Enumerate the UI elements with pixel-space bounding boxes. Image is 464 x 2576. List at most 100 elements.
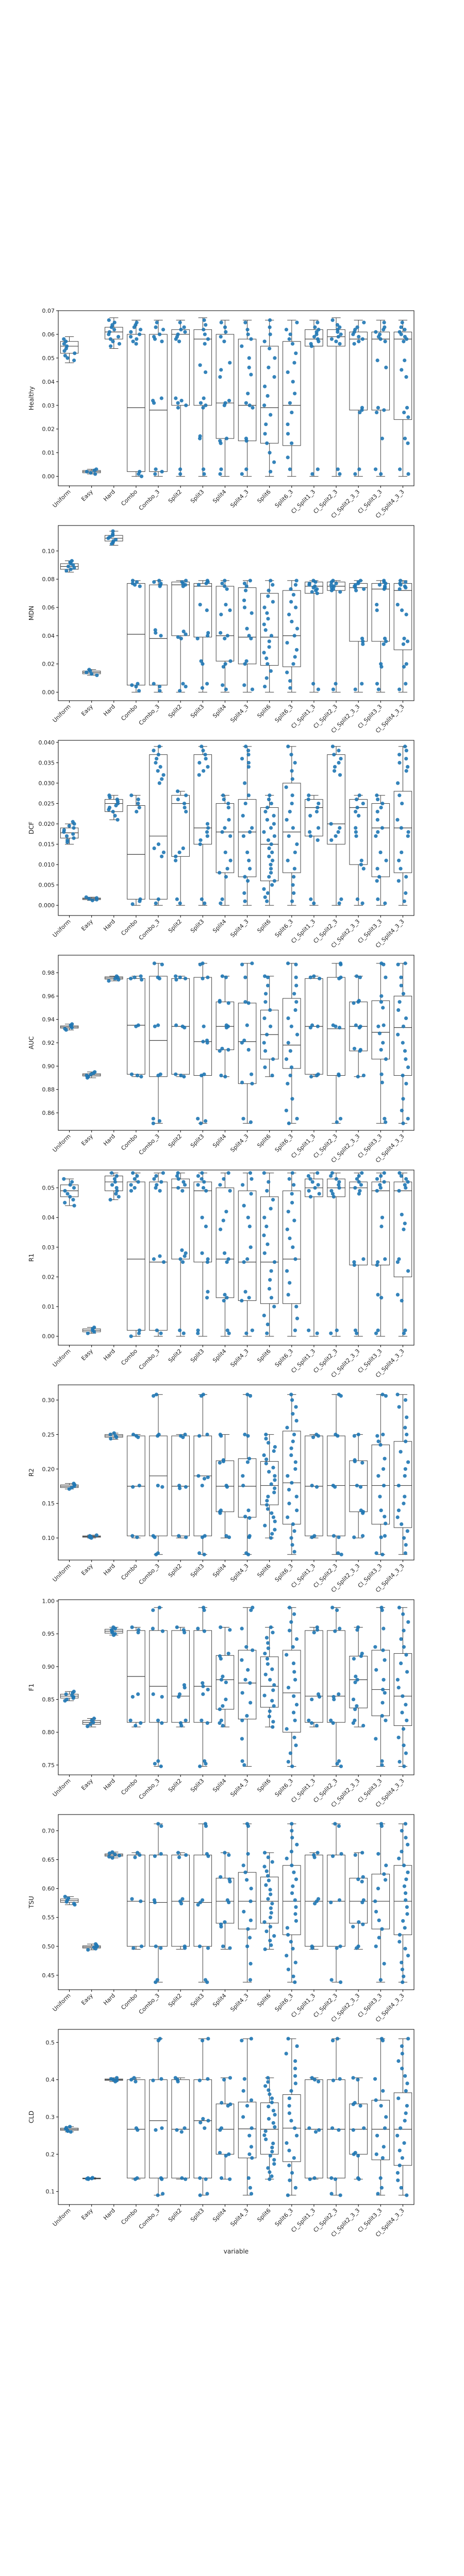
data-point (136, 1851, 140, 1855)
data-point (66, 564, 71, 569)
data-point (243, 781, 247, 785)
y-tick-label: 0.60 (42, 1886, 55, 1892)
y-tick-label: 1.00 (42, 1598, 55, 1605)
data-point (380, 1393, 385, 1397)
data-point (403, 1474, 407, 1478)
data-point (382, 1961, 386, 1966)
data-point (273, 1519, 277, 1523)
box-body (371, 1444, 390, 1524)
data-point (157, 781, 161, 785)
data-point (382, 320, 386, 325)
data-point (352, 1657, 356, 1661)
data-point (205, 1432, 209, 1436)
data-point (134, 342, 138, 346)
data-point (202, 769, 206, 773)
x-tick-label: Split2 (167, 1777, 183, 1793)
data-point (228, 2076, 233, 2080)
data-point (333, 2177, 338, 2181)
data-point (206, 765, 210, 769)
data-point (336, 330, 340, 334)
data-point (195, 636, 200, 640)
data-point (266, 2076, 270, 2080)
data-point (286, 370, 290, 375)
data-point (351, 2102, 355, 2107)
data-point (268, 793, 272, 798)
data-point (201, 1692, 205, 1696)
x-tick-label: Split3 (189, 1777, 205, 1793)
data-point (384, 1120, 388, 1124)
data-point (378, 1443, 383, 1447)
data-point (396, 2096, 401, 2100)
data-point (265, 899, 269, 903)
data-point (290, 899, 294, 903)
data-point (295, 1509, 299, 1513)
data-point (269, 826, 273, 830)
data-point (63, 1189, 67, 1193)
data-point (89, 1072, 93, 1076)
data-point (197, 1434, 202, 1438)
data-point (270, 2149, 274, 2154)
data-point (202, 1477, 207, 1481)
data-point (310, 1483, 314, 1488)
box-Split4 (216, 2076, 235, 2181)
data-point (112, 1431, 116, 1435)
x-tick-label: Easy (80, 918, 94, 933)
data-point (360, 1461, 364, 1465)
data-point (204, 403, 208, 408)
data-point (330, 2126, 335, 2130)
data-point (333, 1485, 337, 1489)
data-point (382, 328, 386, 332)
data-point (268, 451, 272, 455)
data-point (400, 2052, 404, 2056)
data-point (157, 744, 161, 749)
data-point (284, 1108, 288, 1113)
data-point (292, 2156, 296, 2160)
data-point (222, 1177, 226, 1181)
data-point (139, 974, 143, 978)
data-point (198, 2193, 202, 2197)
data-point (246, 1215, 250, 1219)
data-point (113, 1180, 118, 1184)
data-point (152, 401, 156, 405)
data-point (184, 1853, 188, 1857)
data-point (291, 380, 295, 384)
box-body (327, 2079, 345, 2179)
box-body (238, 799, 257, 877)
data-point (70, 1180, 74, 1184)
data-point (272, 1704, 276, 1708)
data-point (267, 639, 271, 643)
x-tick-label: Split4_3 (229, 1133, 250, 1154)
data-point (181, 682, 185, 686)
data-point (129, 1183, 133, 1187)
data-point (374, 834, 378, 838)
data-point (140, 978, 144, 982)
data-point (290, 1200, 294, 1205)
box-Split3 (193, 2037, 212, 2197)
data-point (269, 669, 273, 673)
data-point (242, 1909, 246, 1914)
plot-area-frame (58, 1170, 415, 1346)
data-point (356, 1075, 360, 1079)
box-Hard (105, 793, 123, 822)
x-tick-label: Uniform (52, 918, 72, 939)
data-point (355, 1704, 359, 1708)
data-point (159, 1331, 163, 1335)
data-point (249, 1608, 253, 1612)
data-point (374, 2098, 378, 2103)
box-body (216, 803, 235, 873)
data-point (285, 1856, 289, 1860)
data-point (308, 2177, 312, 2181)
box-Cl_Split1_3 (305, 974, 323, 1079)
data-point (403, 328, 407, 332)
x-tick-label: Split4 (211, 1563, 227, 1579)
data-point (63, 353, 68, 358)
data-point (154, 1174, 158, 1178)
box-Split4_3 (238, 1171, 257, 1337)
data-point (196, 1626, 200, 1631)
data-point (399, 1450, 403, 1454)
x-tick-label: Hard (102, 1133, 117, 1147)
data-point (201, 1040, 205, 1044)
plot-area-frame (58, 2029, 415, 2205)
data-point (139, 474, 144, 479)
data-point (404, 1016, 408, 1020)
